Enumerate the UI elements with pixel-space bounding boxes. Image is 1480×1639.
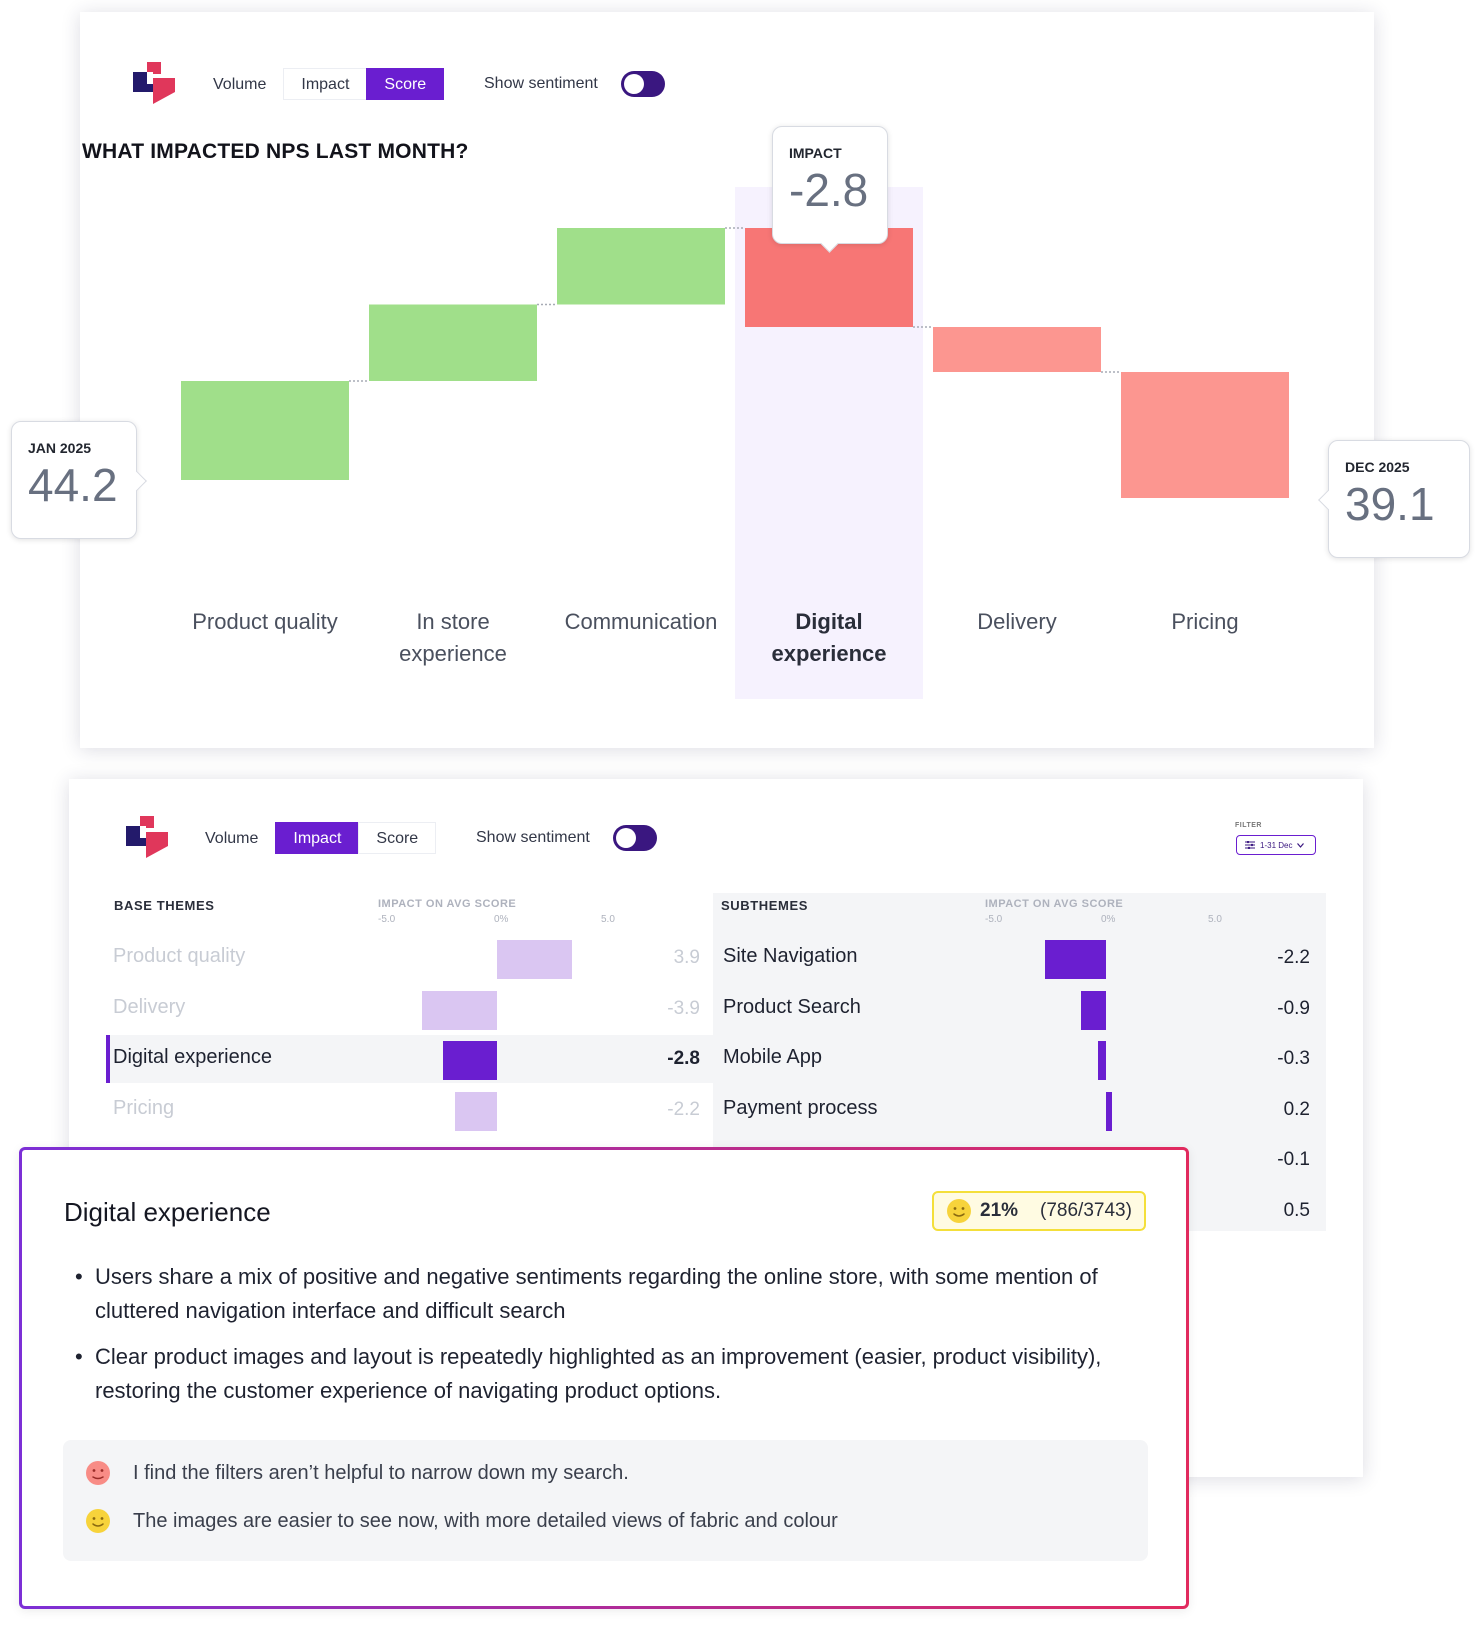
category-label: Pricing	[1171, 609, 1238, 634]
subtheme-value: -0.1	[1277, 1149, 1310, 1170]
category-label: In store experience	[399, 609, 507, 666]
impact-bar	[497, 940, 572, 979]
subtheme-bar	[1097, 1041, 1106, 1080]
impact-bar	[454, 1091, 497, 1131]
show-sentiment-toggle[interactable]	[613, 825, 657, 851]
base-theme-label[interactable]: Digital experience	[113, 1046, 272, 1068]
subtheme-value: -0.3	[1277, 1048, 1310, 1069]
filter-sliders-icon	[1245, 841, 1255, 849]
impact-value: -3.9	[667, 997, 700, 1019]
end-score-card: DEC 2025 39.1	[1328, 440, 1470, 558]
subtheme-bar	[1106, 1091, 1112, 1131]
tab-volume[interactable]: Volume	[187, 822, 277, 854]
subtheme-bar	[1080, 990, 1106, 1030]
subtheme-bar	[1044, 940, 1106, 979]
tab-score[interactable]: Score	[358, 822, 437, 854]
category-label: Digital experience	[772, 609, 887, 666]
base-theme-label[interactable]: Product quality	[113, 945, 246, 967]
impact-tooltip-value: -2.8	[789, 164, 869, 216]
subtheme-label[interactable]: Site Navigation	[723, 945, 858, 967]
sub-axis-tick-max: 5.0	[1208, 914, 1222, 925]
impact-bar	[443, 1041, 497, 1080]
sub-impact-header: IMPACT ON AVG SCORE	[985, 898, 1124, 910]
category-label: Delivery	[977, 609, 1056, 634]
tab-impact[interactable]: Impact	[275, 822, 360, 854]
end-score-value: 39.1	[1345, 478, 1435, 530]
summary-bullets: Users share a mix of positive and negati…	[75, 1260, 1157, 1420]
waterfall-bar	[557, 228, 725, 305]
quote-item: I find the filters aren’t helpful to nar…	[85, 1460, 629, 1486]
waterfall-bar	[181, 381, 349, 480]
waterfall-bar	[369, 304, 537, 381]
summary-bullet: Users share a mix of positive and negati…	[75, 1260, 1157, 1328]
sub-axis-tick-min: -5.0	[985, 914, 1003, 925]
impact-tooltip: IMPACT -2.8	[772, 126, 888, 244]
category-label: Product quality	[192, 609, 338, 634]
impact-value: -2.2	[667, 1098, 700, 1120]
chevron-down-icon	[1297, 842, 1305, 848]
summary-bullet: Clear product images and layout is repea…	[75, 1340, 1157, 1408]
subtheme-label[interactable]: Mobile App	[723, 1046, 822, 1068]
start-score-value: 44.2	[28, 459, 118, 511]
show-sentiment-toggle[interactable]	[621, 71, 665, 97]
metric-toggle-top: Volume Impact Score	[195, 68, 445, 100]
impact-value: 3.9	[673, 947, 700, 968]
subtheme-label[interactable]: Payment process	[723, 1096, 878, 1119]
neutral-smiley-icon	[947, 1199, 971, 1223]
sentiment-count: (786/3743)	[1040, 1200, 1132, 1221]
filter-value: 1-31 Dec	[1260, 840, 1293, 850]
filter-label: FILTER	[1235, 822, 1262, 829]
end-score-label: DEC 2025	[1345, 459, 1410, 475]
theme-detail-panel: Digital experience 21% (786/3743) Users …	[19, 1147, 1189, 1609]
waterfall-bar	[1121, 372, 1289, 498]
show-sentiment-label: Show sentiment	[476, 829, 590, 846]
neutral-smiley-icon	[86, 1509, 110, 1533]
impact-header: IMPACT ON AVG SCORE	[378, 898, 517, 910]
tab-volume[interactable]: Volume	[195, 68, 285, 100]
impact-tooltip-label: IMPACT	[789, 145, 842, 161]
start-score-card: JAN 2025 44.2	[11, 421, 137, 539]
subtheme-value: 0.5	[1283, 1199, 1310, 1221]
metric-toggle-bottom: Volume Impact Score	[187, 822, 437, 854]
axis-tick-zero: 0%	[494, 914, 509, 925]
sentiment-percent: 21%	[980, 1200, 1019, 1221]
impact-bar	[422, 990, 497, 1030]
quote-text: The images are easier to see now, with m…	[133, 1509, 838, 1532]
axis-tick-max: 5.0	[601, 914, 615, 925]
waterfall-chart: Product quality In store experience Communi…	[181, 187, 1289, 699]
show-sentiment-label: Show sentiment	[484, 75, 598, 92]
subtheme-label[interactable]: Product Search	[723, 995, 861, 1018]
quote-text: I find the filters aren’t helpful to nar…	[133, 1461, 629, 1484]
sentiment-badge: 21% (786/3743)	[932, 1191, 1146, 1231]
sub-axis-tick-zero: 0%	[1101, 914, 1116, 925]
negative-face-icon	[86, 1461, 110, 1485]
base-theme-label[interactable]: Delivery	[113, 995, 186, 1018]
waterfall-bar	[933, 327, 1101, 372]
subthemes-header: SUBTHEMES	[721, 898, 809, 913]
chart-title: WHAT IMPACTED NPS LAST MONTH?	[82, 140, 469, 163]
base-theme-label[interactable]: Pricing	[113, 1096, 175, 1119]
app-logo-icon	[126, 816, 168, 858]
category-label: Communication	[565, 609, 718, 634]
selected-theme-row[interactable]	[106, 1035, 714, 1083]
app-logo-icon	[133, 62, 175, 104]
base-themes-header: BASE THEMES	[114, 898, 215, 913]
start-score-label: JAN 2025	[28, 440, 92, 456]
quote-item: The images are easier to see now, with m…	[85, 1508, 838, 1534]
subtheme-value: 0.2	[1283, 1098, 1310, 1120]
tab-score[interactable]: Score	[366, 68, 445, 100]
filter-dropdown[interactable]: 1-31 Dec	[1236, 835, 1316, 855]
quotes-box: I find the filters aren’t helpful to nar…	[63, 1440, 1148, 1561]
axis-tick-min: -5.0	[378, 914, 396, 925]
impact-value: -2.8	[667, 1048, 700, 1069]
detail-title: Digital experience	[64, 1197, 271, 1227]
subtheme-value: -0.9	[1277, 997, 1310, 1019]
subtheme-value: -2.2	[1277, 947, 1310, 968]
